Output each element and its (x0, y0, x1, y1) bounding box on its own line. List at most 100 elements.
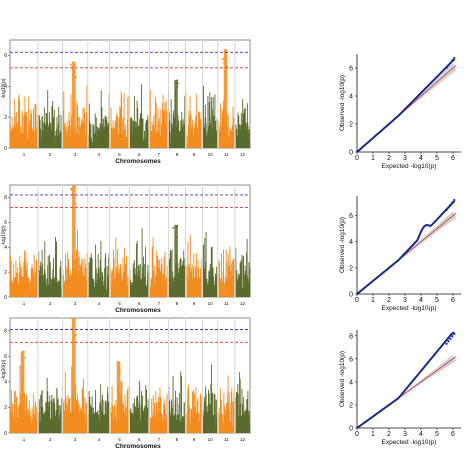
y-tick-label: 4 (4, 380, 7, 386)
observed-point (449, 61, 452, 64)
peak-point (74, 202, 77, 205)
x-tick-label: 0 (355, 431, 359, 438)
y-tick-label: 2 (4, 115, 7, 121)
x-tick-label: 1 (371, 431, 375, 438)
y-tick-label: 0 (4, 146, 7, 152)
chromosome-tick-label: 9 (193, 152, 196, 157)
x-axis-label: Chromosomes (115, 443, 161, 450)
qq-plot-2: 0 1 2 3 4 5 6 0 2 4 6 Expected -log10(p) Observed -l… (339, 196, 461, 312)
chromosome-tick-label: 12 (240, 301, 246, 306)
y-axis-label: -log10(p) (1, 225, 7, 245)
peak-point (74, 335, 76, 337)
peak-point (20, 357, 23, 360)
x-tick-label: 2 (387, 431, 391, 438)
qq-plot-3: 0 1 2 3 4 5 6 0 2 4 6 8 Expected -log10(p) Observed -… (339, 330, 461, 446)
y-tick-label: 2 (349, 122, 353, 129)
peak-point (223, 61, 225, 64)
chromosome-tick-label: 3 (74, 437, 77, 442)
confidence-band (357, 354, 457, 428)
peak-point (73, 69, 76, 72)
chromosome-tick-label: 11 (224, 437, 229, 442)
chromosome-tick-label: 1 (23, 301, 26, 306)
peak-point (117, 374, 120, 377)
chromosome-tick-label: 5 (118, 301, 121, 306)
y-tick-label: 8 (4, 329, 7, 335)
y-tick-label: 6 (349, 356, 353, 363)
y-tick-label: 4 (349, 379, 353, 386)
y-tick-label: 0 (349, 292, 353, 299)
peak-chr-8 (174, 224, 178, 297)
x-tick-label: 0 (355, 155, 359, 162)
peak-chr-5 (116, 361, 121, 433)
observed-point (447, 64, 450, 67)
observed-point (445, 66, 448, 69)
peak-chr-1 (20, 351, 25, 433)
observed-point (451, 335, 454, 338)
x-tick-label: 6 (451, 297, 455, 304)
chromosome-tick-label: 4 (98, 437, 101, 442)
y-tick-label: 2 (349, 265, 353, 272)
y-tick-label: 6 (349, 66, 353, 73)
observed-point (445, 342, 448, 345)
chromosome-tick-label: 2 (49, 152, 52, 157)
y-tick-label: 4 (349, 239, 353, 246)
x-tick-label: 4 (419, 297, 423, 304)
chromosome-tick-label: 5 (118, 152, 121, 157)
peak-chr-3 (72, 318, 76, 433)
x-axis-label: Chromosomes (115, 307, 161, 314)
chromosome-tick-label: 7 (157, 437, 160, 442)
chromosome-tick-label: 7 (157, 301, 160, 306)
observed-point (449, 337, 452, 340)
chromosome-tick-label: 1 (23, 437, 26, 442)
x-tick-label: 6 (451, 155, 455, 162)
chromosome-tick-label: 3 (74, 301, 77, 306)
chromosome-tick-label: 9 (193, 301, 196, 306)
chromosome-tick-label: 5 (118, 437, 121, 442)
y-tick-label: 8 (4, 195, 7, 201)
peak-point (116, 361, 119, 364)
peak-point (175, 226, 178, 229)
chromosome-tick-label: 11 (224, 301, 229, 306)
peak-point (119, 370, 121, 373)
peak-point (74, 186, 77, 189)
chromosome-tick-label: 10 (208, 437, 214, 442)
peak-point (70, 317, 73, 320)
observed-point (451, 201, 454, 204)
peak-chr-8 (174, 80, 178, 148)
chromosome-tick-label: 2 (49, 437, 52, 442)
y-tick-label: 0 (349, 150, 353, 157)
y-axis-label: Observed -log10(p) (339, 217, 346, 273)
observed-point (449, 203, 452, 206)
peak-point (69, 63, 72, 66)
observed-point (453, 198, 456, 202)
peak-point (176, 79, 179, 82)
observed-points (356, 331, 455, 429)
chromosome-tick-label: 4 (98, 152, 101, 157)
x-tick-label: 4 (419, 431, 423, 438)
y-tick-label: 0 (4, 431, 7, 437)
y-axis-label: -log10(p) (1, 359, 7, 379)
peak-point (22, 350, 25, 353)
x-tick-label: 5 (435, 431, 439, 438)
chromosome-tick-label: 7 (157, 152, 160, 157)
x-axis-label: Expected -log10(p) (382, 163, 437, 170)
peak-point (18, 365, 21, 368)
x-axis-label: Expected -log10(p) (382, 305, 437, 312)
y-tick-label: 4 (4, 245, 7, 251)
chromosome-tick-label: 8 (176, 152, 179, 157)
y-tick-label: 0 (4, 295, 7, 301)
x-tick-label: 3 (403, 297, 407, 304)
chromosome-tick-label: 12 (240, 437, 246, 442)
y-tick-label: 4 (4, 84, 7, 90)
y-axis-label: -log10(p) (1, 78, 7, 98)
observed-point (451, 59, 454, 62)
chromosome-tick-label: 6 (138, 437, 141, 442)
x-axis-label: Expected -log10(p) (382, 439, 437, 446)
observed-point (445, 208, 448, 211)
x-tick-label: 1 (371, 155, 375, 162)
observed-point (453, 332, 456, 336)
x-tick-label: 4 (419, 155, 423, 162)
peak-point (175, 236, 178, 239)
